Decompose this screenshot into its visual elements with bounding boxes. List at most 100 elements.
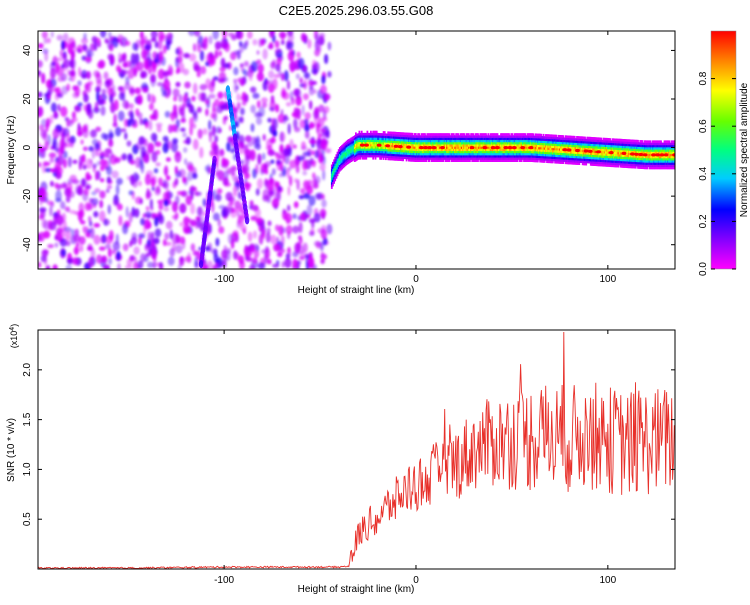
band-cell [386, 155, 388, 158]
band-cell [594, 150, 597, 153]
noise-cell [119, 73, 125, 79]
noise-cell [74, 85, 81, 97]
band-cell [368, 139, 371, 143]
band-cell [405, 136, 408, 140]
band-cell [570, 140, 573, 143]
band-cell [366, 130, 369, 134]
band-cell [523, 159, 525, 162]
noise-cell [50, 31, 54, 38]
noise-cell [54, 235, 59, 241]
noise-cell [281, 165, 287, 176]
noise-cell [233, 250, 238, 260]
band-cell [561, 150, 563, 153]
band-cell [522, 139, 524, 143]
band-cell [564, 159, 567, 162]
noise-cell [122, 223, 129, 235]
band-cell [411, 148, 414, 151]
band-cell [368, 146, 371, 149]
band-cell [500, 141, 502, 145]
band-cell [458, 159, 461, 162]
band-cell [527, 133, 530, 136]
noise-cell [313, 212, 321, 223]
noise-cell [308, 195, 316, 207]
noise-cell [196, 206, 203, 217]
band-cell [593, 143, 596, 147]
noise-cell [150, 37, 157, 42]
band-cell [554, 154, 556, 157]
band-cell [382, 146, 385, 149]
band-cell [597, 148, 600, 151]
band-cell [448, 144, 451, 147]
noise-cell [236, 102, 241, 110]
band-cell [500, 155, 502, 158]
band-cell [516, 141, 518, 145]
band-cell [455, 137, 457, 141]
noise-cell [105, 188, 110, 193]
chart-title: C2E5.2025.296.03.55.G08 [279, 3, 434, 18]
band-cell [580, 145, 583, 148]
band-cell [500, 135, 502, 138]
band-cell [368, 150, 371, 153]
band-cell [523, 155, 525, 158]
band-cell [509, 157, 512, 160]
band-cell [410, 152, 413, 156]
band-cell [450, 137, 453, 141]
band-cell [527, 150, 530, 154]
band-cell [350, 150, 353, 154]
band-cell [343, 162, 346, 165]
band-cell [436, 137, 439, 141]
noise-cell [262, 189, 270, 200]
band-cell [474, 137, 477, 141]
noise-cell [158, 177, 163, 186]
noise-cell [302, 79, 308, 90]
noise-cell [157, 68, 165, 80]
band-cell [561, 137, 563, 140]
noise-cell [199, 84, 207, 91]
band-cell [599, 152, 601, 156]
band-cell [395, 147, 398, 150]
band-cell [411, 146, 414, 149]
band-cell [595, 139, 598, 143]
band-cell [621, 147, 623, 151]
band-cell [501, 139, 503, 143]
band-cell [501, 135, 503, 138]
band-cell [330, 182, 333, 185]
band-cell [396, 142, 399, 146]
band-cell [617, 140, 620, 144]
noise-cell [98, 246, 106, 251]
band-cell [603, 159, 606, 163]
noise-cell [50, 168, 56, 173]
noise-cell [67, 156, 72, 168]
band-cell [632, 165, 635, 169]
band-cell [625, 161, 628, 164]
band-cell [538, 144, 540, 148]
band-cell [465, 155, 468, 158]
band-cell [389, 142, 392, 146]
band-cell [482, 157, 485, 160]
band-cell [387, 153, 390, 156]
noise-cell [249, 149, 256, 161]
noise-cell [104, 148, 112, 155]
band-cell [363, 152, 365, 156]
noise-cell [150, 74, 156, 83]
band-cell [487, 141, 490, 145]
band-cell [594, 143, 597, 147]
band-cell [424, 133, 426, 136]
noise-cell [54, 147, 59, 152]
band-cell [382, 131, 385, 134]
band-cell [417, 148, 419, 152]
band-cell [403, 147, 406, 151]
noise-cell [269, 31, 275, 38]
band-cell [432, 159, 434, 162]
band-cell [634, 159, 637, 162]
band-cell [638, 157, 640, 161]
band-cell [402, 149, 404, 153]
band-cell [568, 161, 570, 165]
noise-cell [62, 32, 69, 42]
band-cell [591, 154, 593, 158]
noise-cell [147, 261, 154, 269]
band-cell [519, 152, 522, 156]
band-cell [414, 137, 417, 141]
band-cell [492, 141, 494, 145]
band-cell [393, 155, 395, 159]
